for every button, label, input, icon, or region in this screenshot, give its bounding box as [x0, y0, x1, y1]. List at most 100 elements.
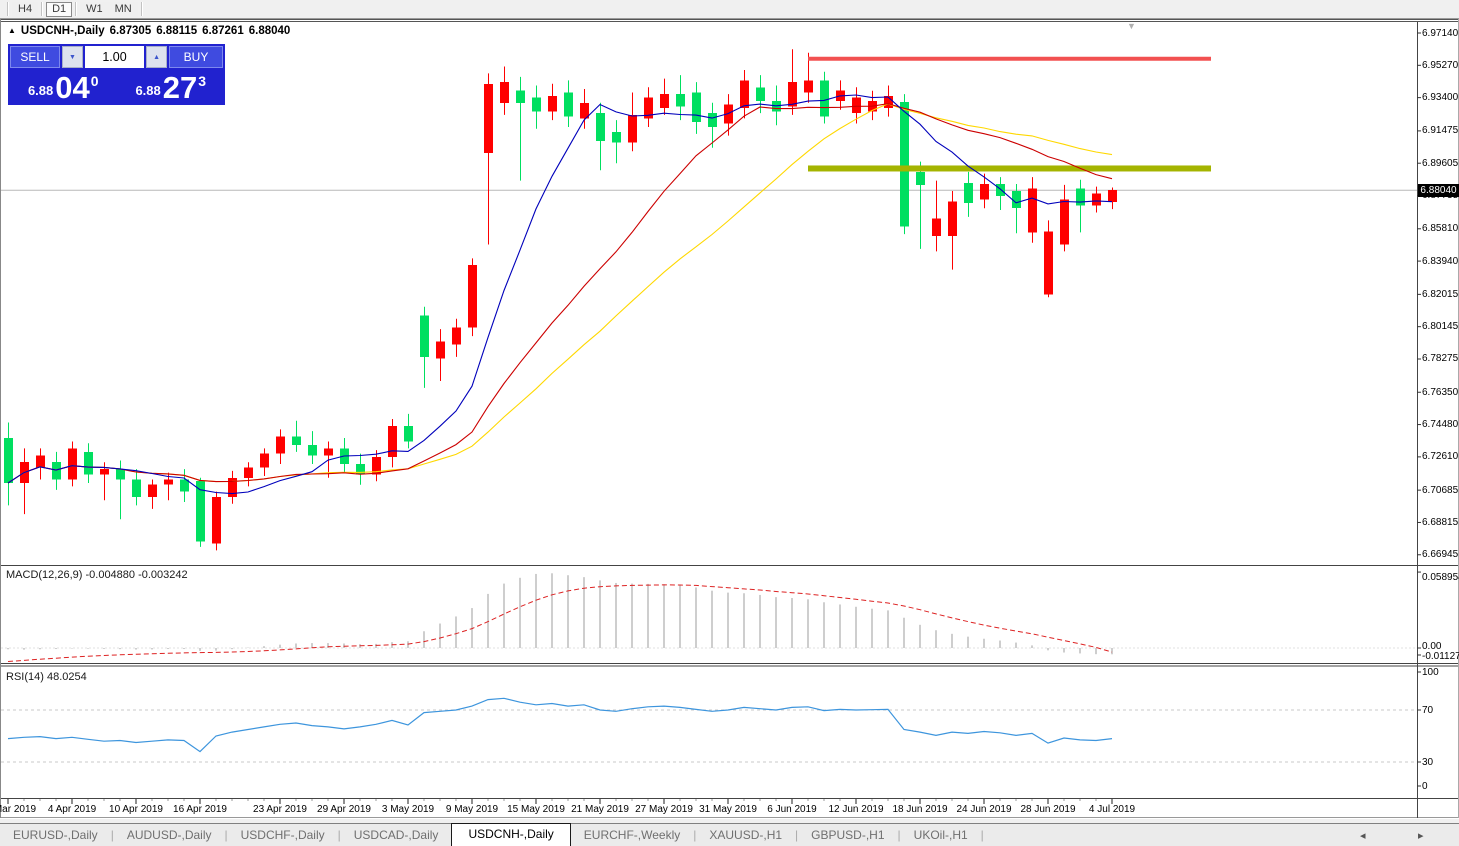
sell-price-big: 04	[55, 70, 90, 105]
timeframe-toolbar: H4 D1 W1 MN	[0, 0, 1459, 19]
chart-tab-ukoil[interactable]: UKOil-,H1	[913, 828, 968, 842]
chart-tab-usdcnh[interactable]: USDCNH-,Daily	[451, 822, 571, 846]
macd-name: MACD(12,26,9)	[6, 569, 83, 581]
x-axis-date-label: 31 May 2019	[699, 804, 757, 815]
sell-price-sup: 0	[90, 73, 99, 89]
price-axis-label: 6.95270	[1422, 59, 1459, 71]
macd-indicator-label: MACD(12,26,9) -0.004880 -0.003242	[6, 569, 188, 581]
timeframe-button-mn[interactable]: MN	[108, 1, 138, 17]
macd-signal-line	[7, 584, 1113, 662]
volume-input[interactable]: 1.00	[84, 46, 145, 68]
ma-fast-line	[7, 94, 1113, 495]
volume-decrease-button[interactable]: ▼	[62, 46, 83, 68]
volume-increase-button[interactable]: ▲	[146, 46, 167, 68]
rsi-line	[7, 697, 1113, 753]
ohlc-low: 6.87261	[202, 25, 244, 37]
x-axis-date-label: 29 Apr 2019	[317, 804, 371, 815]
price-axis-label: 6.85810	[1422, 223, 1459, 235]
chart-tab-usdchf[interactable]: USDCHF-,Daily	[240, 828, 325, 842]
tab-separator: |	[693, 828, 697, 842]
levels-layer	[808, 56, 1211, 172]
timeframe-button-w1[interactable]: W1	[80, 1, 109, 17]
chart-tab-eurusd[interactable]: EURUSD-,Daily	[13, 828, 98, 842]
price-axis-label: 6.72610	[1422, 451, 1459, 463]
x-axis-date-label: 24 Jun 2019	[956, 804, 1012, 815]
sell-button[interactable]: SELL	[10, 46, 60, 68]
buy-price-prefix: 6.88	[135, 83, 161, 98]
chart-tab-xauusd[interactable]: XAUUSD-,H1	[709, 828, 783, 842]
chart-shift-marker-icon[interactable]: ▼	[1127, 21, 1136, 31]
macd-signal-value: -0.003242	[138, 569, 188, 581]
price-axis-label: 6.66945	[1422, 549, 1459, 561]
macd-axis-label: 0.058954	[1422, 572, 1459, 583]
rsi-axis-label: 70	[1422, 705, 1434, 716]
chart-tab-gbpusd[interactable]: GBPUSD-,H1	[811, 828, 885, 842]
price-axis-label: 6.68815	[1422, 516, 1459, 528]
macd-panel-layer	[1, 573, 1417, 662]
chart-tab-usdcad[interactable]: USDCAD-,Daily	[353, 828, 439, 842]
x-axis-date-label: 4 Apr 2019	[47, 804, 97, 815]
chart-symbol-header: ▲ USDCNH-,Daily 6.87305 6.88115 6.87261 …	[8, 25, 290, 37]
tab-separator: |	[224, 828, 228, 842]
tab-separator: |	[795, 828, 799, 842]
timeframe-button-h4[interactable]: H4	[12, 1, 39, 17]
x-axis-date-label: 12 Jun 2019	[828, 804, 884, 815]
tab-separator: |	[980, 828, 984, 842]
macd-axis-label: 0.00	[1422, 641, 1442, 652]
buy-price-display[interactable]: 6.88 27 3	[118, 70, 224, 103]
x-axis-date-label: 3 May 2019	[381, 804, 435, 815]
rsi-value: 48.0254	[46, 671, 87, 683]
price-axis-label: 6.82015	[1422, 288, 1459, 300]
price-axis-label: 6.91475	[1422, 125, 1459, 137]
current-price-tag: 6.88040	[1418, 184, 1459, 197]
buy-price-big: 27	[162, 70, 198, 105]
price-axis-label: 6.76350	[1422, 386, 1459, 398]
tab-separator: |	[897, 828, 901, 842]
tabs-scroll-left-icon[interactable]: ◂	[1360, 830, 1366, 842]
support-line[interactable]	[808, 165, 1211, 172]
x-axis-date-label: 18 Jun 2019	[892, 804, 948, 815]
ohlc-high: 6.88115	[156, 25, 198, 37]
buy-button[interactable]: BUY	[169, 46, 223, 68]
macd-main-value: -0.004880	[85, 569, 136, 581]
one-click-trading-panel: SELL ▼ 1.00 ▲ BUY 6.88 04 0 6.88 27 3	[8, 44, 225, 105]
x-axis-date-label: 27 May 2019	[635, 804, 693, 815]
chart-tab-audusd[interactable]: AUDUSD-,Daily	[126, 828, 212, 842]
timeframe-button-d1[interactable]: D1	[46, 1, 73, 17]
price-axis-label: 6.97140	[1422, 27, 1459, 39]
toolbar-separator	[140, 2, 143, 16]
toolbar-separator	[41, 2, 44, 16]
price-axis-label: 6.70685	[1422, 484, 1459, 496]
x-axis-date-label: 6 Jun 2019	[767, 804, 817, 815]
x-axis-date-label: 23 Apr 2019	[253, 804, 307, 815]
toolbar-separator	[7, 2, 9, 16]
sell-price-prefix: 6.88	[27, 83, 54, 98]
rsi-axis-label: 30	[1422, 757, 1434, 768]
tab-separator: |	[337, 828, 341, 842]
x-axis-date-label: 15 May 2019	[507, 804, 565, 815]
rsi-indicator-label: RSI(14) 48.0254	[6, 671, 87, 683]
tab-separator: |	[110, 828, 114, 842]
rsi-name: RSI(14)	[6, 671, 44, 683]
tabs-scroll-right-icon[interactable]: ▸	[1418, 830, 1424, 842]
x-axis-date-label: 9 May 2019	[445, 804, 499, 815]
macd-axis-label: -0.01127	[1422, 651, 1459, 662]
candles-layer	[4, 49, 1117, 551]
toolbar-separator	[75, 2, 78, 16]
price-axis-label: 6.78275	[1422, 353, 1459, 365]
x-axis-date-label: 16 Apr 2019	[173, 804, 227, 815]
x-axis-date-label: 28 Jun 2019	[1020, 804, 1076, 815]
x-axis-date-label: 29 Mar 2019	[0, 804, 37, 815]
rsi-axis-label: 0	[1422, 781, 1428, 792]
chart-tab-eurchf[interactable]: EURCHF-,Weekly	[583, 828, 681, 842]
resistance-line[interactable]	[808, 56, 1211, 61]
symbol-title: USDCNH-,Daily	[20, 25, 105, 37]
sell-price-display[interactable]: 6.88 04 0	[10, 70, 116, 103]
collapse-arrow-icon[interactable]: ▲	[8, 25, 16, 35]
price-axis-label: 6.83940	[1422, 255, 1459, 267]
ma-mid-line	[7, 103, 1113, 484]
rsi-axis-label: 100	[1422, 667, 1439, 678]
buy-price-sup: 3	[198, 73, 207, 89]
